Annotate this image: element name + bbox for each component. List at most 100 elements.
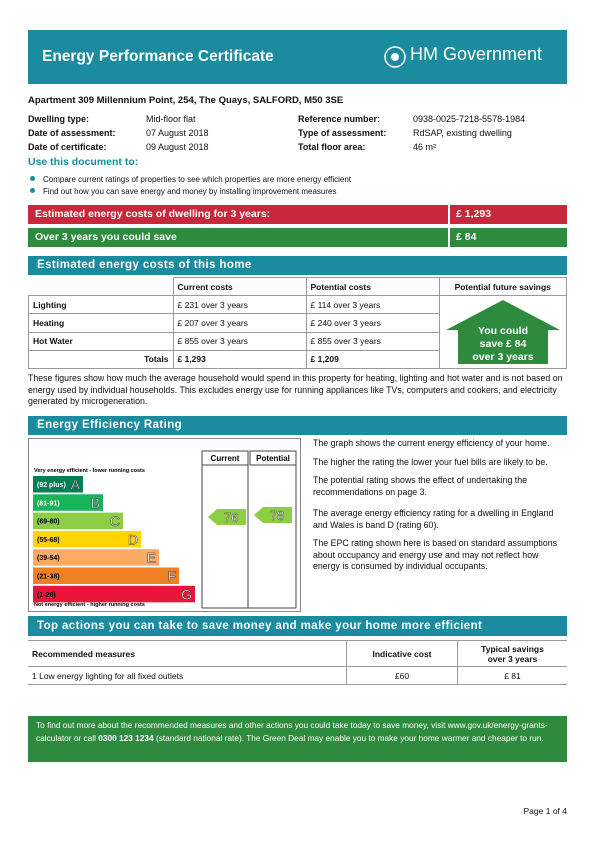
detail-value: 0938-0025-7218-5578-1984 xyxy=(413,114,526,124)
rating-arrow: 76 xyxy=(208,509,246,525)
row-label: Heating xyxy=(28,313,174,333)
footer: Page 1 of 4 xyxy=(523,806,567,816)
detail-value: RdSAP, existing dwelling xyxy=(413,128,512,138)
detail-label: Type of assessment: xyxy=(298,128,387,138)
cell: £ 207 over 3 years xyxy=(172,313,307,333)
band-letter: B xyxy=(91,495,100,511)
bullet-text: Compare current ratings of properties to… xyxy=(43,175,352,184)
summary-label: Over 3 years you could save xyxy=(35,231,177,243)
detail-label: Date of assessment: xyxy=(28,128,116,138)
address: Apartment 309 Millennium Point, 254, The… xyxy=(28,95,344,106)
bullet xyxy=(30,176,35,181)
logo: HM Government xyxy=(410,44,543,64)
divider xyxy=(448,228,450,247)
rating-band xyxy=(33,549,159,566)
rating-band xyxy=(33,567,179,584)
column-header: Potential future savings xyxy=(438,277,567,296)
paragraph: The average energy efficiency rating for… xyxy=(313,508,554,530)
section-header: Estimated energy costs of this home xyxy=(28,256,567,275)
band-range: (55-68) xyxy=(37,537,60,544)
column-header: Current xyxy=(211,454,240,463)
header: Energy Performance Certificate HM Govern… xyxy=(28,30,567,84)
column-header: Current costs xyxy=(172,277,307,296)
savings-house: You could save £ 84 over 3 years xyxy=(445,300,560,364)
rating-band xyxy=(33,512,123,530)
paragraph: The graph shows the current energy effic… xyxy=(313,438,550,448)
summary-label: Estimated energy costs of dwelling for 3… xyxy=(35,208,271,220)
band-range: (39-54) xyxy=(37,555,60,562)
rating-arrow: 78 xyxy=(254,507,292,523)
detail-value: 46 m² xyxy=(413,142,437,152)
savings-text: save £ 84 xyxy=(479,338,526,350)
row-label: Totals xyxy=(28,349,174,370)
section-header: Top actions you can take to save money a… xyxy=(28,616,567,636)
detail-value: 09 August 2018 xyxy=(146,142,209,152)
column-header: Potential costs xyxy=(305,277,440,296)
detail-row: Type of assessment: RdSAP, existing dwell… xyxy=(298,126,525,140)
detail-label: Reference number: xyxy=(298,114,381,124)
rating-band xyxy=(33,530,141,548)
band-range: (81-91) xyxy=(37,500,60,507)
paragraph: The higher the rating the lower your fue… xyxy=(313,456,548,467)
rating-chart: Current Potential Very energy efficient … xyxy=(28,438,301,612)
info-box: To find out more about the recommended m… xyxy=(28,716,567,762)
cell: £ 855 over 3 years xyxy=(172,331,307,351)
arrow-shape xyxy=(254,507,292,523)
info-text: To find out more about the recommended m… xyxy=(36,720,548,743)
summary-value: £ 84 xyxy=(456,231,477,243)
cell xyxy=(28,277,174,296)
band-letter: D xyxy=(128,531,138,547)
band-letter: E xyxy=(147,550,156,566)
bottom-label: Not energy efficient - higher running co… xyxy=(34,602,145,608)
title: Energy Performance Certificate xyxy=(42,48,274,65)
arrow-shape xyxy=(208,509,246,525)
cell: £ 231 over 3 years xyxy=(172,294,307,315)
actions-table: Recommended measures Indicative cost Typic… xyxy=(28,640,567,685)
bullet xyxy=(30,188,35,193)
band-range: (1-20) xyxy=(37,592,56,599)
detail-row: Dwelling type: Mid-floor flat xyxy=(28,112,209,126)
column-header: Indicative cost xyxy=(346,640,458,667)
cell: 1 Low energy lighting for all fixed outl… xyxy=(28,666,347,685)
paragraph: The potential rating shows the effect of… xyxy=(313,475,528,497)
costs-note: These figures show how much the average … xyxy=(28,373,563,406)
column-header: Potential xyxy=(256,454,290,463)
band-letter: G xyxy=(181,586,192,602)
summary-save: Over 3 years you could save £ 84 xyxy=(28,228,567,247)
rating-band xyxy=(33,476,83,493)
detail-value: 07 August 2018 xyxy=(146,128,209,138)
details-left: Dwelling type: Mid-floor flat Date of asse… xyxy=(28,112,209,154)
detail-row: Date of certificate: 09 August 2018 xyxy=(28,140,209,154)
band-letter: A xyxy=(71,477,81,493)
phone: 0300 123 1234 xyxy=(98,732,154,743)
detail-row: Reference number: 0938-0025-7218-5578-198… xyxy=(298,112,525,126)
detail-label: Dwelling type: xyxy=(28,114,90,124)
summary-value: £ 1,293 xyxy=(456,208,492,220)
detail-value: Mid-floor flat xyxy=(146,114,196,124)
cell: £ 81 xyxy=(457,666,567,685)
rating-band xyxy=(33,494,103,511)
cell: £ 855 over 3 years xyxy=(305,331,440,351)
bullet-text: Find out how you can save energy and mon… xyxy=(43,187,337,196)
row-label: Lighting xyxy=(28,294,174,315)
rating-band xyxy=(33,585,195,603)
band-range: (21-38) xyxy=(37,574,60,581)
band-letter: C xyxy=(110,513,120,529)
row-label: Hot Water xyxy=(28,331,174,351)
divider xyxy=(448,205,450,224)
detail-label: Date of certificate: xyxy=(28,142,107,152)
use-heading: Use this document to: xyxy=(28,156,139,168)
cell: £60 xyxy=(346,666,458,685)
details-right: Reference number: 0938-0025-7218-5578-198… xyxy=(298,112,525,154)
rating-value: 78 xyxy=(270,508,284,523)
band-range: (92 plus) xyxy=(37,482,66,489)
paragraph: The EPC rating shown here is based on st… xyxy=(313,538,558,571)
bullet-item: Compare current ratings of properties to… xyxy=(28,174,351,186)
savings-text: You could xyxy=(478,325,528,337)
rating-value: 76 xyxy=(224,510,238,525)
cell: £ 1,293 xyxy=(172,349,307,370)
column-header: Recommended measures xyxy=(28,640,347,667)
costs-table: Current costs Potential costs Potential fu… xyxy=(28,277,567,370)
summary-cost: Estimated energy costs of dwelling for 3… xyxy=(28,205,567,224)
